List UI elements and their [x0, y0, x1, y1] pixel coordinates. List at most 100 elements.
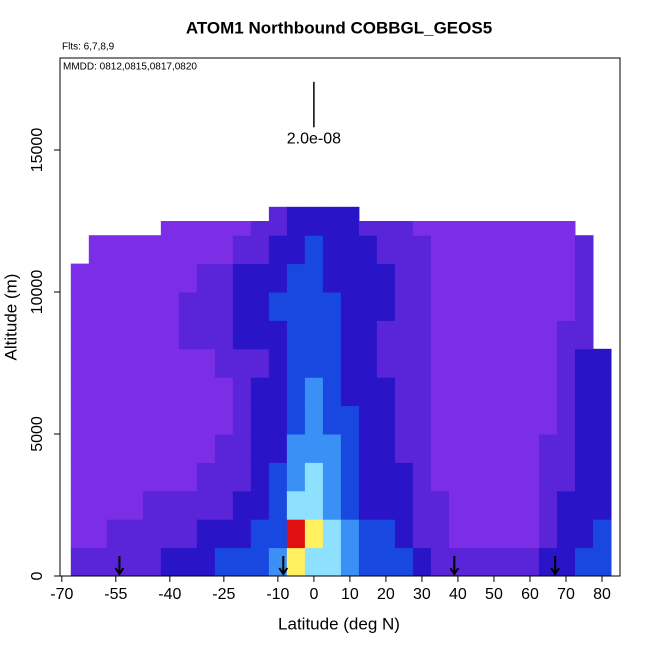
heat-cell	[322, 235, 342, 265]
heat-cell	[250, 292, 270, 321]
heat-cell	[124, 263, 144, 293]
heat-cell	[448, 377, 468, 407]
heat-cell	[106, 377, 126, 407]
heat-cell	[376, 263, 396, 293]
heat-cell	[430, 320, 450, 350]
heat-cell	[430, 263, 450, 293]
heat-cell	[196, 348, 216, 378]
heat-cell	[214, 221, 234, 236]
heat-cell	[592, 405, 612, 435]
x-tick-label: -40	[158, 586, 181, 603]
heat-cell	[160, 462, 180, 492]
heat-cell	[394, 292, 414, 321]
heat-cell	[232, 490, 252, 520]
heat-cell	[556, 348, 576, 378]
heat-cell	[196, 221, 216, 236]
heat-cell	[142, 348, 162, 378]
heat-cell	[322, 206, 342, 236]
heat-cell	[178, 348, 198, 378]
heat-cell	[124, 462, 144, 492]
heat-cell	[358, 434, 378, 463]
heat-cell	[376, 547, 396, 577]
heat-cell	[142, 235, 162, 265]
heat-cell	[394, 462, 414, 492]
heat-cell	[394, 320, 414, 350]
heat-cell	[412, 235, 432, 265]
heat-cell	[358, 235, 378, 265]
heat-cell	[304, 462, 324, 492]
heat-cell	[412, 221, 432, 236]
heat-cell	[268, 490, 288, 520]
heat-cell	[502, 221, 522, 236]
heat-cell	[394, 221, 414, 236]
heat-cell	[484, 462, 504, 492]
plot-frame	[59, 57, 621, 577]
heat-cell	[520, 547, 540, 577]
heat-cell	[214, 490, 234, 520]
heat-cell	[574, 320, 594, 350]
heat-cell	[196, 434, 216, 463]
heat-cell	[268, 405, 288, 435]
heat-cell	[304, 235, 324, 265]
heat-cell	[592, 547, 612, 577]
heatmap	[70, 206, 612, 577]
heat-cell	[142, 434, 162, 463]
heat-cell	[178, 405, 198, 435]
heat-cell	[430, 547, 450, 577]
heat-cell	[574, 405, 594, 435]
heat-cell	[556, 235, 576, 265]
heat-cell	[448, 462, 468, 492]
heat-cell	[484, 547, 504, 577]
heat-cell	[196, 263, 216, 293]
heat-cell	[448, 434, 468, 463]
heat-cell	[340, 434, 360, 463]
heat-cell	[250, 221, 270, 236]
flights-label: Flts: 6,7,8,9	[62, 42, 115, 53]
heat-cell	[448, 547, 468, 577]
heat-cell	[304, 377, 324, 407]
heat-cell	[304, 320, 324, 350]
heat-cell	[232, 348, 252, 378]
heat-cell	[178, 519, 198, 549]
heat-cell	[484, 377, 504, 407]
y-axis-label: Altitude (m)	[1, 274, 20, 361]
heat-cell	[484, 490, 504, 520]
heat-cell	[304, 547, 324, 577]
heat-cell	[466, 263, 486, 293]
heat-cell	[250, 320, 270, 350]
heat-cell	[124, 490, 144, 520]
heat-cell	[538, 348, 558, 378]
heat-cell	[556, 547, 576, 577]
heat-cell	[70, 377, 90, 407]
heat-cell	[340, 377, 360, 407]
heat-cell	[232, 377, 252, 407]
heat-cell	[394, 519, 414, 549]
heat-cell	[556, 377, 576, 407]
heat-cell	[88, 519, 108, 549]
heat-cell	[304, 292, 324, 321]
heat-cell	[286, 348, 306, 378]
heat-cell	[106, 292, 126, 321]
heat-cell	[322, 263, 342, 293]
heat-cell	[520, 221, 540, 236]
heat-cell	[502, 263, 522, 293]
heat-cell	[70, 348, 90, 378]
heat-cell	[142, 519, 162, 549]
heat-cell	[394, 235, 414, 265]
heat-cell	[556, 292, 576, 321]
heat-cell	[178, 377, 198, 407]
heat-cell	[106, 263, 126, 293]
heat-cell	[70, 263, 90, 293]
heat-cell	[358, 348, 378, 378]
heat-cell	[232, 547, 252, 577]
heat-cell	[250, 263, 270, 293]
heat-cell	[538, 235, 558, 265]
heat-cell	[574, 547, 594, 577]
heat-cell	[250, 235, 270, 265]
heat-cell	[574, 490, 594, 520]
heat-cell	[538, 292, 558, 321]
heat-cell	[322, 462, 342, 492]
heat-cell	[412, 519, 432, 549]
heat-cell	[124, 519, 144, 549]
heat-cell	[448, 263, 468, 293]
